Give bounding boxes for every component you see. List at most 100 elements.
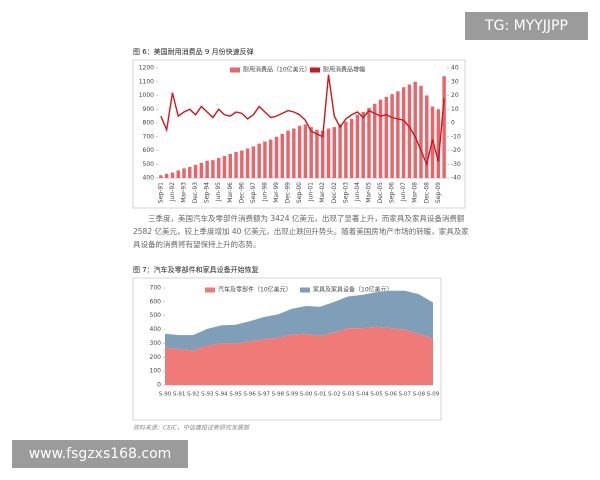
bar <box>390 94 394 178</box>
x-tick-label: S-94 <box>215 392 228 398</box>
y2-tick-label: -30 <box>451 161 461 168</box>
x-tick-label: Sep-00 <box>296 182 303 203</box>
bar <box>338 124 342 178</box>
figure-title: 图 7：汽车及零部件和家具设备开始恢复 <box>133 265 259 274</box>
y-tick-label: 1000 <box>139 92 154 99</box>
bar <box>159 175 163 178</box>
x-tick-label: S-05 <box>370 392 383 398</box>
y2-tick-label: -10 <box>451 133 461 140</box>
x-tick-label: S-07 <box>399 392 412 398</box>
bar <box>245 148 250 178</box>
bar <box>332 127 337 178</box>
bar <box>309 127 313 178</box>
bar <box>280 134 285 178</box>
bar <box>436 109 441 178</box>
bar <box>176 170 180 178</box>
x-tick-label: S-90 <box>159 392 172 398</box>
bar <box>425 95 429 178</box>
bar <box>320 130 325 178</box>
bar <box>274 136 279 178</box>
legend-swatch <box>300 287 310 293</box>
legend-label: 耐用消费品（10亿美元） <box>243 66 311 74</box>
x-tick-label: S-96 <box>243 392 256 398</box>
bar <box>355 114 360 178</box>
bar <box>344 121 348 178</box>
x-tick-label: S-92 <box>187 392 199 398</box>
bar <box>234 151 238 178</box>
x-tick-label: S-09 <box>427 392 440 398</box>
line-series <box>160 74 445 167</box>
y-tick-label: 100 <box>150 368 162 375</box>
bar <box>396 91 400 178</box>
bar <box>413 81 417 178</box>
watermark: TG: MYYJJPP <box>465 12 588 40</box>
y2-tick-label: -20 <box>451 147 461 154</box>
bar <box>222 156 227 178</box>
y-tick-label: 400 <box>143 175 155 182</box>
bar <box>228 153 232 178</box>
legend-swatch <box>230 67 240 73</box>
bar <box>442 76 446 178</box>
area-series <box>165 290 433 351</box>
x-tick-label: Dec-93 <box>192 182 199 204</box>
bar <box>257 143 261 178</box>
bar <box>216 158 221 178</box>
y-tick-label: 500 <box>150 312 162 319</box>
bar <box>349 118 354 178</box>
figure-frame <box>132 277 442 421</box>
bar <box>292 128 296 178</box>
y2-tick-label: -40 <box>451 175 461 182</box>
y-tick-label: 400 <box>150 326 162 333</box>
y-tick-label: 800 <box>143 120 155 127</box>
x-tick-label: Mar-02 <box>319 182 326 203</box>
bar <box>205 160 209 178</box>
y-tick-label: 700 <box>150 285 162 292</box>
bar <box>286 130 290 178</box>
bar <box>199 162 204 178</box>
x-tick-label: Dec-99 <box>285 182 292 204</box>
bar <box>384 96 389 178</box>
x-tick-label: S-03 <box>342 392 355 398</box>
y-tick-label: 900 <box>143 106 155 113</box>
bar <box>268 139 273 178</box>
bar <box>170 172 175 178</box>
y2-tick-label: 30 <box>451 78 459 85</box>
y2-tick-label: 20 <box>451 92 459 99</box>
x-tick-label: Jun-95 <box>215 182 222 202</box>
y-tick-label: 1200 <box>139 65 154 72</box>
bar <box>419 85 423 178</box>
x-tick-label: Mar-96 <box>227 182 234 203</box>
x-tick-label: Sep-97 <box>250 182 257 203</box>
bar <box>367 107 371 178</box>
figure-title: 图 6：美国耐用消费品 9 月份快速反弹 <box>133 47 254 56</box>
x-tick-label: Jun-92 <box>169 182 176 202</box>
x-tick-label: Sep-09 <box>435 182 442 203</box>
x-tick-label: S-95 <box>229 392 242 398</box>
x-tick-label: S-99 <box>286 392 299 398</box>
x-tick-label: Dec-05 <box>377 182 384 204</box>
bar <box>361 112 365 178</box>
x-tick-label: Mar-93 <box>181 182 188 203</box>
x-tick-label: S-91 <box>173 392 185 398</box>
bar <box>378 99 383 178</box>
bar <box>188 167 192 178</box>
area-series <box>165 326 433 385</box>
legend-label: 汽车及零部件（10亿美元） <box>218 286 292 294</box>
bar <box>373 103 377 178</box>
y2-tick-label: 0 <box>451 120 455 127</box>
bar <box>263 141 267 178</box>
bar <box>182 168 186 178</box>
x-tick-label: Dec-08 <box>423 182 430 204</box>
bar <box>326 128 331 178</box>
y-tick-label: 300 <box>150 340 162 347</box>
y2-tick-label: 10 <box>451 106 459 113</box>
x-tick-label: Jun-07 <box>400 182 407 202</box>
x-tick-label: Sep-03 <box>342 182 349 203</box>
y-tick-label: 600 <box>143 147 155 154</box>
x-tick-label: S-00 <box>300 392 313 398</box>
x-tick-label: Sep-94 <box>204 182 211 203</box>
y-tick-label: 200 <box>150 354 162 361</box>
source-note: 资料来源：CEIC，中信建投证券研究发展部 <box>133 424 250 432</box>
